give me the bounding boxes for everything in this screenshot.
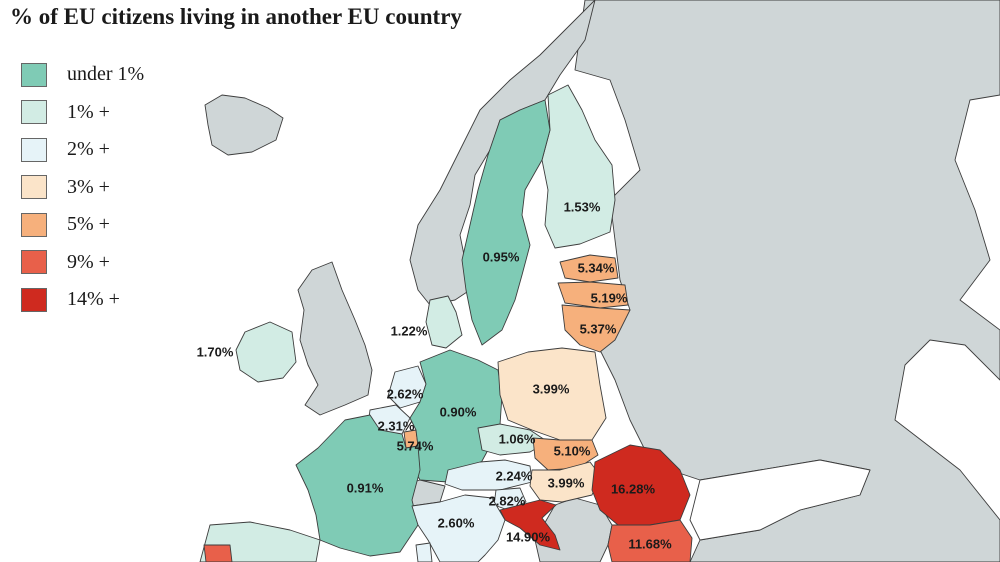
value-label-belgium: 2.31%: [377, 418, 415, 434]
legend-label: 5% +: [67, 213, 110, 236]
legend-label: 9% +: [67, 250, 110, 273]
region-estonia: [559, 254, 619, 283]
region-italy: [411, 494, 506, 562]
region-bulgaria: [607, 519, 693, 562]
legend-item-under-1: under 1%: [21, 56, 144, 94]
value-label-ireland: 1.70%: [196, 344, 234, 360]
legend-label: under 1%: [67, 63, 145, 86]
value-label-poland: 3.99%: [532, 381, 570, 397]
legend-label: 2% +: [67, 138, 110, 161]
value-label-slovakia: 5.10%: [553, 443, 591, 459]
value-label-lithuania: 5.37%: [579, 321, 617, 337]
legend-swatch: [21, 287, 47, 312]
legend-item-3-plus: 3% +: [21, 169, 144, 207]
value-label-bulgaria: 11.68%: [628, 536, 672, 552]
value-label-croatia: 14.90%: [505, 529, 551, 545]
region-slovakia: [532, 437, 599, 471]
legend-swatch: [21, 62, 47, 87]
region-sweden: [461, 99, 551, 346]
legend-item-5-plus: 5% +: [21, 206, 144, 244]
value-label-austria: 2.24%: [495, 468, 533, 484]
legend-swatch: [21, 137, 47, 162]
legend-item-1-plus: 1% +: [21, 94, 144, 132]
region-uk: [297, 261, 373, 416]
legend-label: 14% +: [67, 288, 120, 311]
legend-swatch: [21, 250, 47, 275]
region-lithuania: [561, 304, 631, 353]
value-label-luxembourg: 5.74%: [396, 438, 434, 454]
legend-swatch: [21, 100, 47, 125]
map-title: % of EU citizens living in another EU co…: [10, 4, 462, 29]
value-label-latvia: 5.19%: [590, 290, 628, 306]
region-latvia: [557, 281, 629, 309]
value-label-germany: 0.90%: [439, 404, 477, 420]
value-label-romania: 16.28%: [610, 481, 656, 497]
legend-label: 3% +: [67, 175, 110, 198]
region-poland: [497, 347, 607, 441]
value-label-sweden: 0.95%: [482, 249, 520, 265]
legend-label: 1% +: [67, 100, 110, 123]
legend-swatch: [21, 212, 47, 237]
value-label-netherlands: 2.62%: [386, 386, 424, 402]
value-label-italy: 2.60%: [437, 515, 475, 531]
value-label-hungary: 3.99%: [547, 475, 585, 491]
legend-item-14-plus: 14% +: [21, 281, 144, 319]
value-label-czechia: 1.06%: [498, 431, 536, 447]
legend-swatch: [21, 175, 47, 200]
value-label-denmark: 1.22%: [390, 323, 428, 339]
region-sardinia: [415, 542, 433, 562]
legend-item-2-plus: 2% +: [21, 131, 144, 169]
region-denmark: [425, 295, 463, 349]
value-label-slovenia: 2.82%: [488, 493, 526, 509]
region-portugal-corner: [203, 544, 233, 562]
region-croatia: [499, 499, 561, 551]
region-turkey-black-sea: [689, 459, 871, 541]
value-label-finland: 1.53%: [563, 199, 601, 215]
value-label-estonia: 5.34%: [577, 260, 615, 276]
legend-item-9-plus: 9% +: [21, 244, 144, 282]
region-france: [295, 414, 421, 557]
value-label-france: 0.91%: [346, 480, 384, 496]
region-finland: [541, 84, 616, 249]
region-ireland: [235, 321, 297, 383]
region-iceland: [204, 94, 284, 156]
region-hungary: [529, 461, 601, 503]
legend: under 1% 1% + 2% + 3% + 5% + 9% + 14% +: [21, 56, 144, 319]
